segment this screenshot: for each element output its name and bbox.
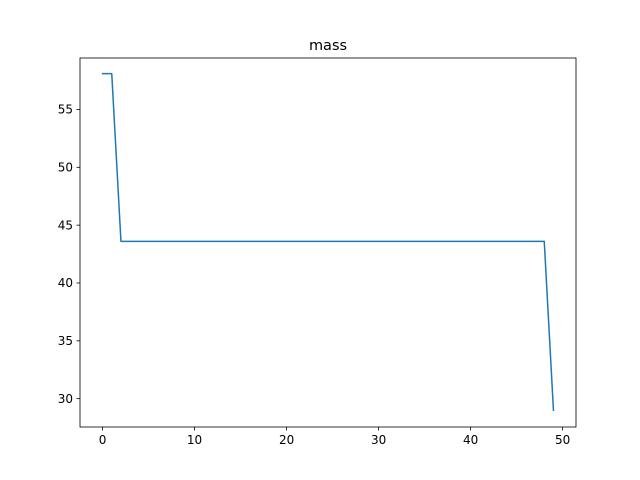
chart-title: mass [309, 38, 347, 54]
y-tick-label: 35 [58, 334, 73, 348]
plot-area: 0 10 20 30 40 50 30 35 40 45 50 55 [58, 57, 577, 447]
x-tick-label: 40 [463, 433, 478, 447]
x-tick-label: 0 [99, 433, 107, 447]
axes-frame [79, 57, 577, 428]
y-tick-label: 30 [58, 392, 73, 406]
x-tick-label: 50 [555, 433, 570, 447]
y-tick-label: 40 [58, 276, 73, 290]
series-line-0 [101, 72, 555, 412]
x-tick-label: 10 [187, 433, 202, 447]
y-tick-label: 50 [58, 161, 73, 175]
y-tick-label: 55 [58, 103, 73, 117]
y-tick-label: 45 [58, 218, 73, 232]
x-tick-label: 30 [371, 433, 386, 447]
x-tick-label: 20 [279, 433, 294, 447]
